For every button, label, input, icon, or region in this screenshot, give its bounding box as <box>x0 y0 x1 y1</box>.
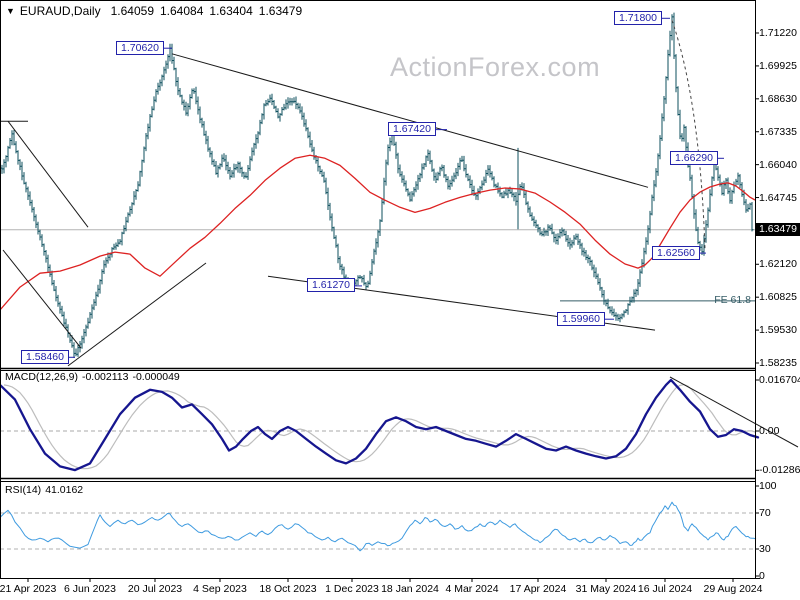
time-axis-label: 31 May 2024 <box>575 583 637 595</box>
rsi-indicator-label: RSI(14) 41.0162 <box>5 484 87 496</box>
rsi-axis-tick: 30 <box>759 543 771 555</box>
time-axis-label: 6 Jun 2023 <box>64 583 116 595</box>
price-axis-tick: 1.71220 <box>759 26 797 39</box>
macd-panel[interactable] <box>0 376 799 472</box>
time-axis-label: 4 Sep 2023 <box>193 583 247 595</box>
rsi-line <box>0 501 757 552</box>
chart-frame <box>0 0 760 582</box>
time-axis-label: 17 Apr 2024 <box>509 583 567 595</box>
macd-main-line <box>0 378 760 472</box>
current-price-tag: 1.63479 <box>756 222 800 236</box>
macd-trendline[interactable] <box>669 376 799 448</box>
price-annotation[interactable]: 1.70620 <box>116 40 164 55</box>
moving-average-line <box>0 154 756 311</box>
price-annotation[interactable]: 1.66290 <box>670 150 718 165</box>
price-annotation[interactable]: 1.71800 <box>614 10 662 25</box>
quote-low: 1.63404 <box>209 4 253 18</box>
quote-close: 1.63479 <box>258 4 303 18</box>
macd-name: MACD(12,26,9) <box>5 371 78 383</box>
price-axis-tick: 1.60825 <box>759 291 797 304</box>
rsi-axis-tick: 100 <box>759 480 777 492</box>
price-axis-tick: 1.68630 <box>759 92 797 105</box>
chart-menu-arrow-icon[interactable]: ▼ <box>6 6 15 16</box>
time-axis-label: 18 Jan 2024 <box>381 583 439 595</box>
price-axis-tick: 1.69925 <box>759 59 797 72</box>
macd-axis-tick: 0.016704 <box>759 374 800 386</box>
price-chart-panel[interactable] <box>0 12 756 367</box>
rsi-name: RSI(14) <box>5 484 42 496</box>
price-axis-tick: 1.59530 <box>759 324 797 337</box>
trendline[interactable] <box>2 249 82 349</box>
ohlc-info-bar: ▼ EURAUD,Daily 1.64059 1.64084 1.63404 1.6347… <box>6 4 308 18</box>
price-axis-tick: 1.66040 <box>759 158 797 171</box>
time-axis-label: 16 Jul 2024 <box>637 583 693 595</box>
time-axis-label: 4 Mar 2024 <box>445 583 499 595</box>
projection-dashed-line <box>671 20 706 250</box>
macd-value-signal: -0.000049 <box>132 371 180 383</box>
rsi-value: 41.0162 <box>45 484 84 496</box>
symbol-timeframe-label: EURAUD,Daily <box>19 4 101 18</box>
fe-level-label[interactable]: FE 61.8 <box>714 293 751 306</box>
ohlc-bars-series <box>0 12 754 358</box>
trendline[interactable] <box>7 120 89 228</box>
price-annotation[interactable]: 1.58460 <box>21 349 69 364</box>
time-axis-label: 20 Jul 2023 <box>127 583 183 595</box>
quote-high: 1.64084 <box>160 4 204 18</box>
rsi-axis-tick: 70 <box>759 507 771 519</box>
price-annotation[interactable]: 1.59960 <box>557 311 605 326</box>
watermark: ActionForex.com <box>390 52 601 82</box>
macd-axis-tick: 0.00 <box>759 425 780 437</box>
macd-signal-line <box>3 383 757 470</box>
time-axis-label: 1 Dec 2023 <box>325 583 379 595</box>
trendline[interactable] <box>67 262 207 367</box>
rsi-axis-tick: 0 <box>759 570 765 582</box>
price-axis-tick: 1.64745 <box>759 191 797 204</box>
macd-value-main: -0.002113 <box>81 371 129 383</box>
price-annotation[interactable]: 1.67420 <box>388 122 436 137</box>
price-annotation[interactable]: 1.61270 <box>307 278 355 293</box>
price-axis-tick: 1.58235 <box>759 357 797 369</box>
trendline[interactable] <box>171 53 649 188</box>
price-axis-tick: 1.62120 <box>759 258 797 271</box>
price-axis-tick: 1.67335 <box>759 125 797 138</box>
quote-open: 1.64059 <box>110 4 154 18</box>
time-axis-label: 21 Apr 2023 <box>0 583 57 595</box>
macd-axis-tick: -0.012869 <box>759 464 800 477</box>
time-axis-label: 18 Oct 2023 <box>259 583 317 595</box>
macd-indicator-label: MACD(12,26,9) -0.002113 -0.000049 <box>5 371 184 383</box>
rsi-panel[interactable] <box>0 501 757 552</box>
time-axis-label: 29 Aug 2024 <box>703 583 763 595</box>
price-annotation[interactable]: 1.62560 <box>652 245 700 260</box>
